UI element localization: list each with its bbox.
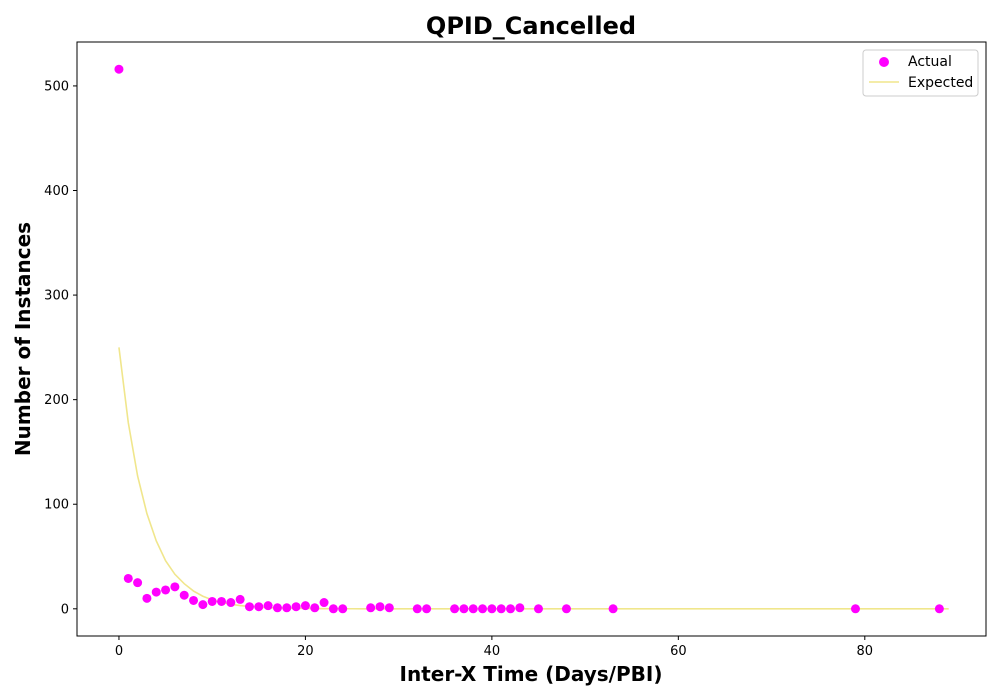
actual-data-point [934,604,944,614]
actual-data-point [608,604,618,614]
actual-data-point [533,604,543,614]
actual-data-point [850,604,860,614]
actual-data-point [207,596,217,606]
actual-data-point [375,602,385,612]
actual-data-point [217,596,227,606]
x-axis: 0 20 40 60 80 [115,636,873,659]
actual-data-point [114,64,124,74]
legend: Actual Expected [862,49,979,97]
y-axis: 0 100 200 300 400 500 [44,79,77,617]
actual-data-point [384,603,394,613]
actual-data-point [496,604,506,614]
actual-data-point [282,603,292,613]
actual-data-point [235,594,245,604]
actual-data-point [478,604,488,614]
actual-data-point [366,603,376,613]
plot-frame [76,41,987,637]
actual-data-point [244,602,254,612]
actual-data-point [272,603,282,613]
expected-series-line [118,347,949,610]
actual-data-point [310,603,320,613]
chart-title: QPID_Cancelled [426,12,636,40]
y-tick-label: 200 [44,393,69,408]
actual-data-point [263,601,273,611]
y-tick-label: 300 [44,289,69,304]
actual-data-point [412,604,422,614]
actual-data-point [468,604,478,614]
x-tick-label: 60 [670,644,687,659]
actual-data-point [133,578,143,588]
actual-data-point [422,604,432,614]
plot-area [114,64,949,614]
x-axis-title: Inter-X Time (Days/PBI) [400,662,663,686]
y-tick-label: 400 [44,184,69,199]
actual-data-point [123,573,133,583]
y-tick-label: 100 [44,498,69,513]
actual-data-point [142,593,152,603]
actual-data-point [151,587,161,597]
x-tick-label: 40 [484,644,501,659]
actual-data-point [515,603,525,613]
actual-data-point [338,604,348,614]
actual-data-point [506,604,516,614]
x-tick-label: 80 [857,644,874,659]
y-axis-title: Number of Instances [11,222,35,456]
actual-data-point [487,604,497,614]
y-tick-label: 500 [44,79,69,94]
legend-box [862,49,979,97]
actual-data-point [198,600,208,610]
actual-data-point [328,604,338,614]
actual-data-point [170,582,180,592]
x-tick-label: 0 [115,644,123,659]
x-tick-label: 20 [297,644,314,659]
actual-data-point [450,604,460,614]
actual-data-point [561,604,571,614]
legend-marker-actual [879,57,889,67]
actual-data-point [179,590,189,600]
legend-label-expected: Expected [908,75,973,91]
actual-data-point [291,602,301,612]
actual-data-point [459,604,469,614]
actual-data-point [189,595,199,605]
legend-label-actual: Actual [908,54,952,70]
actual-data-point [254,602,264,612]
actual-data-point [161,585,171,595]
actual-data-point [226,598,236,608]
y-tick-label: 0 [61,602,69,617]
actual-data-point [300,601,310,611]
actual-data-point [319,598,329,608]
